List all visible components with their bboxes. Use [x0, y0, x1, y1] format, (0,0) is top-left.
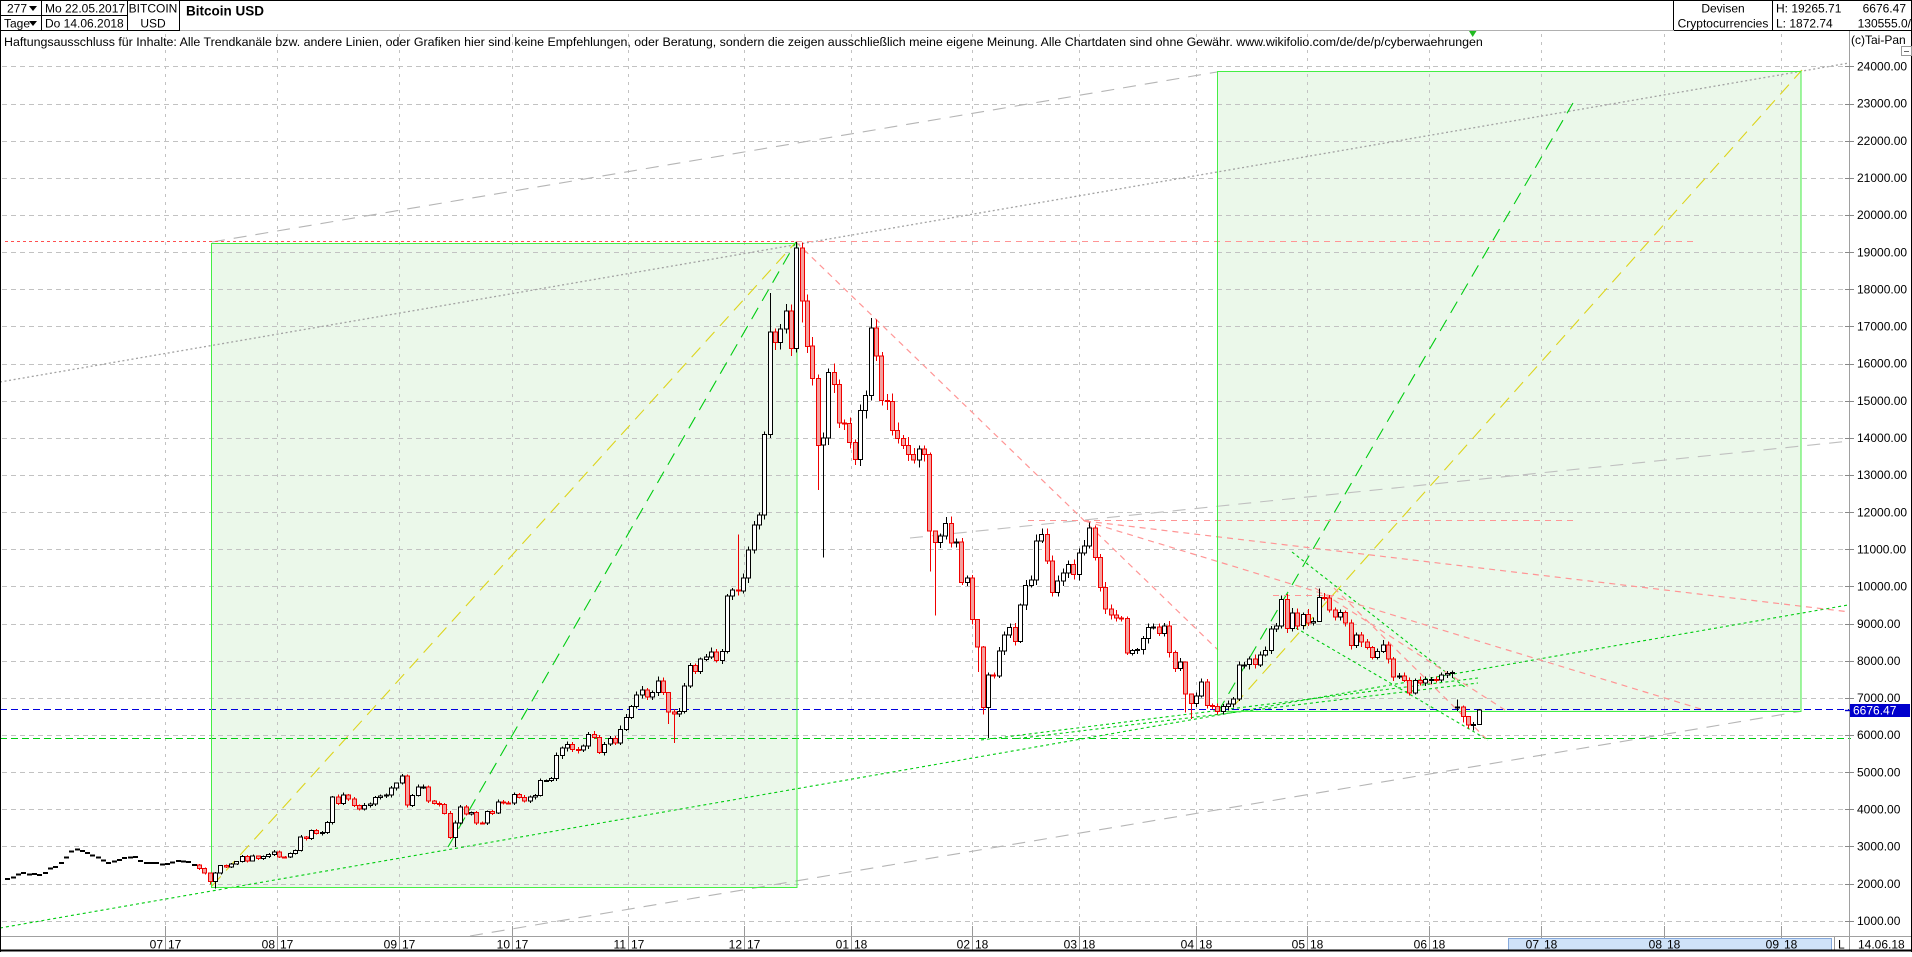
- svg-text:H: 19265.71: H: 19265.71: [1776, 2, 1842, 16]
- svg-text:USD: USD: [140, 17, 166, 31]
- svg-text:17: 17: [515, 938, 529, 952]
- svg-text:12: 12: [729, 938, 743, 952]
- svg-text:6676.47: 6676.47: [1863, 2, 1907, 16]
- svg-text:17: 17: [168, 938, 182, 952]
- svg-text:277: 277: [7, 2, 27, 16]
- svg-text:18: 18: [1784, 938, 1798, 952]
- svg-text:18000.00: 18000.00: [1857, 283, 1907, 297]
- svg-text:02: 02: [957, 938, 971, 952]
- svg-text:18: 18: [1310, 938, 1324, 952]
- svg-text:14.06.18: 14.06.18: [1858, 938, 1905, 952]
- svg-text:18: 18: [1082, 938, 1096, 952]
- svg-text:10: 10: [497, 938, 511, 952]
- svg-text:07: 07: [150, 938, 164, 952]
- svg-text:9000.00: 9000.00: [1857, 617, 1901, 631]
- svg-text:21000.00: 21000.00: [1857, 171, 1907, 185]
- svg-text:07: 07: [1526, 938, 1540, 952]
- svg-text:10000.00: 10000.00: [1857, 580, 1907, 594]
- svg-text:16000.00: 16000.00: [1857, 357, 1907, 371]
- svg-text:23000.00: 23000.00: [1857, 97, 1907, 111]
- svg-text:12000.00: 12000.00: [1857, 505, 1907, 519]
- svg-text:Tage: Tage: [4, 17, 30, 31]
- svg-text:Mo 22.05.2017: Mo 22.05.2017: [45, 2, 125, 16]
- svg-text:130555.0/: 130555.0/: [1858, 17, 1912, 31]
- svg-text:3000.00: 3000.00: [1857, 840, 1901, 854]
- svg-text:2000.00: 2000.00: [1857, 877, 1901, 891]
- svg-text:(c)Tai-Pan: (c)Tai-Pan: [1851, 33, 1906, 47]
- svg-text:01: 01: [836, 938, 850, 952]
- svg-text:11: 11: [614, 938, 627, 952]
- svg-text:4000.00: 4000.00: [1857, 803, 1901, 817]
- svg-text:19000.00: 19000.00: [1857, 245, 1907, 259]
- svg-text:06: 06: [1414, 938, 1428, 952]
- svg-text:08: 08: [1649, 938, 1663, 952]
- svg-text:5000.00: 5000.00: [1857, 765, 1901, 779]
- svg-text:L: L: [1838, 938, 1845, 952]
- svg-text:6000.00: 6000.00: [1857, 728, 1901, 742]
- svg-text:7000.00: 7000.00: [1857, 691, 1901, 705]
- svg-text:6676.47: 6676.47: [1853, 704, 1897, 718]
- svg-text:17: 17: [402, 938, 416, 952]
- svg-text:17: 17: [747, 938, 761, 952]
- svg-text:BITCOIN: BITCOIN: [129, 2, 178, 16]
- svg-text:17000.00: 17000.00: [1857, 320, 1907, 334]
- svg-text:24000.00: 24000.00: [1857, 60, 1907, 74]
- svg-text:08: 08: [262, 938, 276, 952]
- svg-text:04: 04: [1181, 938, 1195, 952]
- svg-text:13000.00: 13000.00: [1857, 468, 1907, 482]
- svg-text:09: 09: [384, 938, 398, 952]
- svg-text:18: 18: [975, 938, 989, 952]
- svg-text:18: 18: [1544, 938, 1558, 952]
- svg-text:15000.00: 15000.00: [1857, 394, 1907, 408]
- svg-text:18: 18: [1667, 938, 1681, 952]
- svg-text:Haftungsausschluss für Inhalte: Haftungsausschluss für Inhalte: Alle Tre…: [4, 35, 1483, 49]
- svg-text:Devisen: Devisen: [1701, 2, 1744, 16]
- svg-text:Bitcoin USD: Bitcoin USD: [186, 4, 264, 19]
- svg-text:17: 17: [280, 938, 294, 952]
- svg-text:8000.00: 8000.00: [1857, 654, 1901, 668]
- svg-text:18: 18: [854, 938, 868, 952]
- svg-text:20000.00: 20000.00: [1857, 208, 1907, 222]
- svg-text:14000.00: 14000.00: [1857, 431, 1907, 445]
- svg-text:05: 05: [1292, 938, 1306, 952]
- svg-text:18: 18: [1199, 938, 1213, 952]
- svg-text:1000.00: 1000.00: [1857, 914, 1901, 928]
- svg-text:22000.00: 22000.00: [1857, 134, 1907, 148]
- svg-text:03: 03: [1064, 938, 1078, 952]
- svg-text:Do 14.06.2018: Do 14.06.2018: [45, 17, 124, 31]
- svg-text:18: 18: [1432, 938, 1446, 952]
- svg-text:11000.00: 11000.00: [1857, 543, 1906, 557]
- svg-text:Cryptocurrencies: Cryptocurrencies: [1678, 17, 1769, 31]
- svg-text:17: 17: [631, 938, 645, 952]
- svg-text:L: 1872.74: L: 1872.74: [1776, 17, 1833, 31]
- svg-text:09: 09: [1766, 938, 1780, 952]
